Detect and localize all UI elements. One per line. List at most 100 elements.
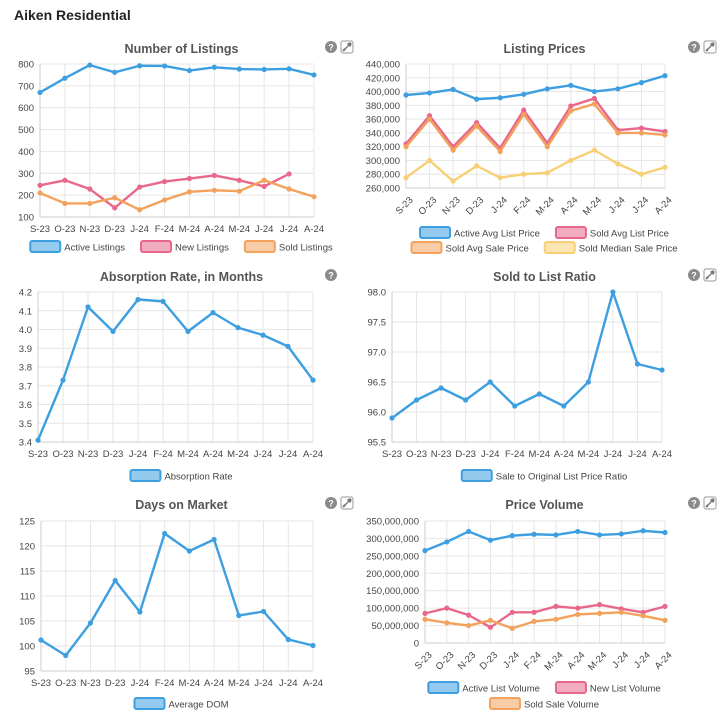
data-point[interactable] <box>615 130 621 136</box>
data-point[interactable] <box>596 602 603 608</box>
data-point[interactable] <box>450 178 456 184</box>
data-point[interactable] <box>568 82 574 88</box>
wrench-icon[interactable] <box>703 40 717 54</box>
data-point[interactable] <box>60 377 66 383</box>
data-point[interactable] <box>618 609 624 615</box>
data-point[interactable] <box>497 95 503 101</box>
data-point[interactable] <box>261 183 267 189</box>
data-point[interactable] <box>261 177 267 183</box>
legend-item-sold-avg-sale-price[interactable]: Sold Avg Sale Price <box>410 241 529 255</box>
data-point[interactable] <box>509 609 515 615</box>
data-point[interactable] <box>137 609 143 615</box>
data-point[interactable] <box>389 415 395 421</box>
data-point[interactable] <box>236 188 242 194</box>
wrench-icon[interactable] <box>340 40 354 54</box>
data-point[interactable] <box>450 86 456 93</box>
data-point[interactable] <box>474 163 480 169</box>
wrench-icon[interactable] <box>703 496 717 510</box>
data-point[interactable] <box>285 636 291 643</box>
data-point[interactable] <box>544 144 550 150</box>
data-point[interactable] <box>403 175 409 181</box>
data-point[interactable] <box>311 72 317 78</box>
data-point[interactable] <box>426 90 433 96</box>
data-point[interactable] <box>235 325 241 331</box>
data-point[interactable] <box>438 385 444 391</box>
data-point[interactable] <box>137 184 143 190</box>
data-point[interactable] <box>422 616 428 622</box>
data-point[interactable] <box>487 617 494 623</box>
data-point[interactable] <box>512 403 518 409</box>
data-point[interactable] <box>444 605 450 611</box>
data-point[interactable] <box>38 637 44 643</box>
data-point[interactable] <box>497 175 503 181</box>
data-point[interactable] <box>62 75 68 81</box>
data-point[interactable] <box>112 205 118 211</box>
data-point[interactable] <box>112 69 118 75</box>
data-point[interactable] <box>211 187 217 193</box>
data-point[interactable] <box>62 200 68 207</box>
data-point[interactable] <box>638 125 645 131</box>
data-point[interactable] <box>137 63 143 69</box>
data-point[interactable] <box>618 531 624 537</box>
legend-item-absorption-rate[interactable]: Absorption Rate <box>129 469 233 483</box>
data-point[interactable] <box>568 103 574 109</box>
help-icon[interactable]: ? <box>325 41 337 53</box>
data-point[interactable] <box>444 620 450 626</box>
data-point[interactable] <box>544 170 550 176</box>
data-point[interactable] <box>162 530 168 537</box>
data-point[interactable] <box>544 86 550 92</box>
data-point[interactable] <box>536 391 542 397</box>
data-point[interactable] <box>403 92 409 98</box>
data-point[interactable] <box>553 532 559 538</box>
data-point[interactable] <box>591 95 597 102</box>
legend-item-average-dom[interactable]: Average DOM <box>133 697 229 711</box>
data-point[interactable] <box>286 171 292 177</box>
data-point[interactable] <box>260 608 267 615</box>
data-point[interactable] <box>596 532 603 538</box>
data-point[interactable] <box>487 624 494 630</box>
data-point[interactable] <box>310 377 316 383</box>
data-point[interactable] <box>591 101 597 107</box>
data-point[interactable] <box>37 190 43 196</box>
data-point[interactable] <box>521 107 527 113</box>
legend-item-sold-listings[interactable]: Sold Listings <box>243 240 333 254</box>
data-point[interactable] <box>450 147 456 153</box>
data-point[interactable] <box>509 625 515 631</box>
data-point[interactable] <box>286 186 292 192</box>
data-point[interactable] <box>63 652 69 659</box>
data-point[interactable] <box>662 603 668 609</box>
data-point[interactable] <box>87 620 94 626</box>
help-icon[interactable]: ? <box>325 269 337 281</box>
data-point[interactable] <box>261 66 267 73</box>
data-point[interactable] <box>286 66 292 72</box>
data-point[interactable] <box>186 189 193 195</box>
data-point[interactable] <box>575 605 581 611</box>
data-point[interactable] <box>85 304 91 310</box>
data-point[interactable] <box>310 642 316 649</box>
data-point[interactable] <box>211 64 217 70</box>
data-point[interactable] <box>662 164 668 170</box>
legend-item-sale-to-original-list-price-ratio[interactable]: Sale to Original List Price Ratio <box>460 469 627 483</box>
data-point[interactable] <box>591 147 597 153</box>
data-point[interactable] <box>210 310 216 316</box>
help-icon[interactable]: ? <box>688 41 700 53</box>
data-point[interactable] <box>662 617 668 623</box>
data-point[interactable] <box>610 289 616 295</box>
data-point[interactable] <box>185 328 191 334</box>
data-point[interactable] <box>186 175 193 182</box>
help-icon[interactable]: ? <box>688 269 700 281</box>
data-point[interactable] <box>553 603 559 609</box>
data-point[interactable] <box>568 157 574 164</box>
data-point[interactable] <box>37 182 43 188</box>
data-point[interactable] <box>110 328 116 334</box>
data-point[interactable] <box>662 132 668 138</box>
data-point[interactable] <box>640 613 646 619</box>
data-point[interactable] <box>161 178 168 185</box>
data-point[interactable] <box>137 207 143 213</box>
data-point[interactable] <box>509 533 515 539</box>
help-icon[interactable]: ? <box>325 497 337 509</box>
data-point[interactable] <box>487 379 493 385</box>
data-point[interactable] <box>531 609 537 615</box>
data-point[interactable] <box>422 548 428 554</box>
data-point[interactable] <box>62 177 68 183</box>
